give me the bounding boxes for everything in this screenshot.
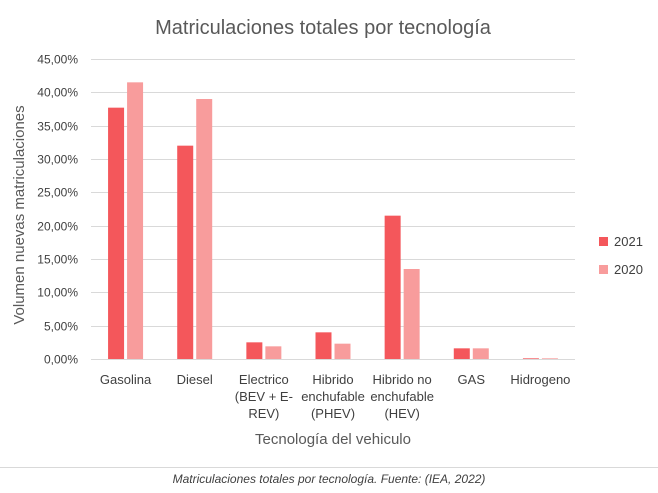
y-tick-label: 35,00% — [37, 120, 78, 134]
bar-2021 — [315, 332, 332, 359]
legend-label: 2021 — [614, 234, 643, 249]
legend-label: 2020 — [614, 262, 643, 277]
bar-2021 — [108, 107, 125, 360]
y-tick-label: 5,00% — [44, 320, 78, 334]
gridlines — [91, 59, 575, 327]
legend-swatch — [599, 265, 608, 274]
bar-2021 — [177, 145, 194, 359]
x-tick-label: GAS — [458, 372, 486, 387]
bar-2021 — [453, 348, 470, 359]
y-tick-label: 10,00% — [37, 286, 78, 300]
caption-divider — [0, 467, 658, 468]
y-tick-label: 30,00% — [37, 153, 78, 167]
bar-2020 — [127, 82, 144, 359]
bar-2021 — [246, 342, 263, 359]
bar-2020 — [334, 343, 351, 359]
bars — [108, 82, 558, 360]
x-tick-label: Hibrido enchufable (PHEV) — [301, 372, 365, 421]
y-axis-ticks: 0,00% 5,00% 10,00% 15,00% 20,00% 25,00% 30,00%… — [37, 53, 78, 367]
bar-2020 — [472, 348, 489, 359]
bar-2021 — [522, 358, 539, 359]
x-tick-label: Gasolina — [100, 372, 152, 387]
x-tick-label: Hibrido no enchufable (HEV) — [370, 372, 434, 421]
x-tick-label: Hidrogeno — [510, 372, 570, 387]
y-axis-title: Volumen nuevas matriculaciones — [11, 105, 28, 324]
x-tick-label: Diesel — [177, 372, 213, 387]
bar-2020 — [265, 346, 282, 359]
x-axis-title: Tecnología del vehiculo — [255, 431, 411, 448]
legend: 2021 2020 — [599, 234, 643, 277]
bar-2020 — [403, 269, 420, 359]
y-tick-label: 25,00% — [37, 186, 78, 200]
bar-2021 — [384, 215, 401, 359]
y-tick-label: 40,00% — [37, 86, 78, 100]
legend-swatch — [599, 237, 608, 246]
bar-2020 — [196, 99, 213, 359]
chart-title: Matriculaciones totales por tecnología — [155, 17, 492, 39]
bar-2020 — [541, 358, 558, 359]
x-tick-label: Electrico (BEV + E-REV) — [235, 372, 293, 421]
y-tick-label: 45,00% — [37, 53, 78, 67]
x-axis-labels: Gasolina Diesel Electrico (BEV + E-REV)Hibr… — [100, 372, 571, 421]
y-tick-label: 15,00% — [37, 253, 78, 267]
y-tick-label: 0,00% — [44, 353, 78, 367]
bar-chart: Matriculaciones totales por tecnología 0… — [11, 17, 643, 448]
figure-caption: Matriculaciones totales por tecnología. … — [172, 472, 486, 486]
chart-frame: Matriculaciones totales por tecnología 0… — [11, 17, 643, 448]
y-tick-label: 20,00% — [37, 220, 78, 234]
